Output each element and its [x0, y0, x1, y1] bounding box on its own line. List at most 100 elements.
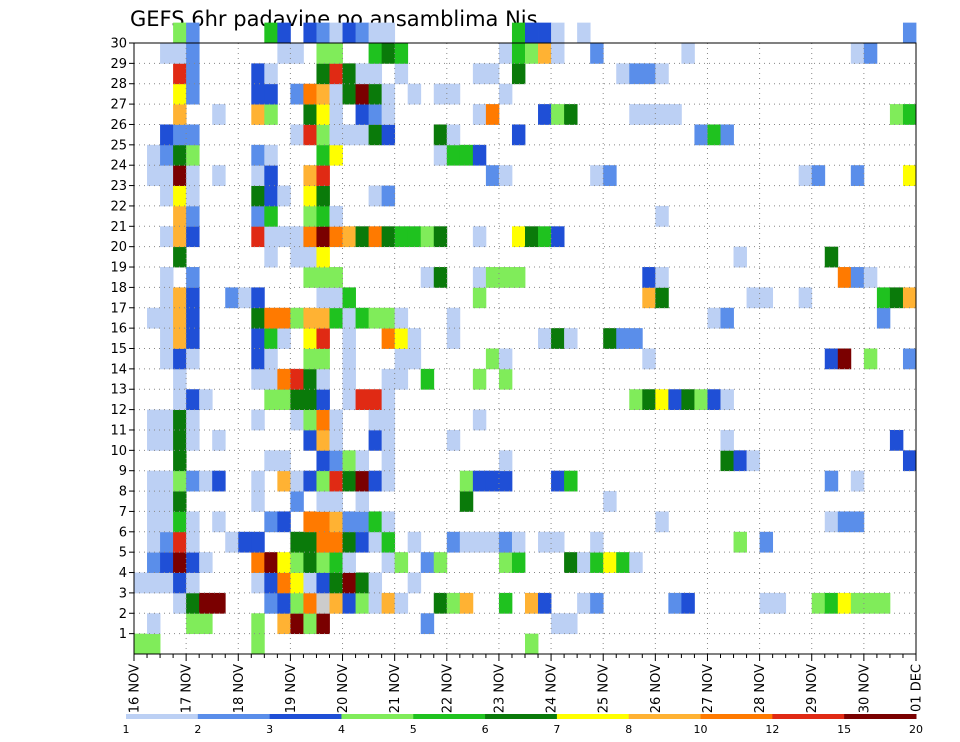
- y-tick-label: 9: [119, 464, 127, 479]
- heatmap-cell: [511, 226, 526, 248]
- heatmap-cell: [316, 613, 330, 635]
- heatmap-cell: [212, 429, 226, 451]
- heatmap-cell: [420, 226, 435, 248]
- heatmap-cell: [394, 348, 409, 370]
- heatmap-cell: [342, 511, 356, 533]
- heatmap-cell: [381, 43, 396, 64]
- heatmap-cell: [394, 552, 409, 573]
- heatmap-cell: [329, 511, 343, 533]
- heatmap-cell: [290, 389, 304, 410]
- heatmap-cell: [329, 63, 343, 85]
- heatmap-cell: [316, 267, 330, 288]
- heatmap-cell: [173, 185, 187, 207]
- heatmap-cell: [303, 409, 317, 431]
- heatmap-cell: [525, 226, 539, 248]
- heatmap-cell: [290, 572, 304, 594]
- gridlines: [134, 42, 916, 654]
- heatmap-cell: [160, 348, 174, 370]
- heatmap-cell: [381, 368, 396, 390]
- heatmap-cell: [342, 592, 356, 614]
- heatmap-cell: [485, 63, 500, 85]
- heatmap-cell: [251, 531, 265, 553]
- heatmap-cell: [616, 63, 630, 85]
- colorbar-swatch: [628, 714, 702, 719]
- heatmap-cell: [485, 470, 500, 492]
- heatmap-cell: [147, 165, 161, 186]
- heatmap-cell: [850, 43, 865, 64]
- heatmap-cell: [147, 613, 161, 635]
- heatmap-cell: [329, 491, 343, 512]
- heatmap-cell: [251, 185, 265, 207]
- heatmap-cell: [355, 83, 369, 105]
- heatmap-cell: [251, 165, 265, 186]
- heatmap-cell: [681, 389, 695, 410]
- heatmap-cell: [329, 450, 343, 472]
- heatmap-cell: [303, 531, 317, 553]
- heatmap-cell: [381, 470, 396, 492]
- colorbar-swatch: [700, 714, 773, 719]
- heatmap-cell: [355, 592, 369, 614]
- heatmap-cell: [472, 531, 487, 553]
- heatmap-cell: [837, 511, 852, 533]
- heatmap-cell: [251, 328, 265, 349]
- heatmap-cell: [212, 165, 226, 186]
- heatmap-cell: [538, 328, 552, 349]
- heatmap-cell: [342, 22, 356, 44]
- heatmap-cell: [329, 83, 343, 105]
- heatmap-cell: [498, 592, 513, 614]
- heatmap-cells: [134, 22, 917, 655]
- y-tick-label: 5: [119, 546, 127, 561]
- heatmap-cell: [329, 226, 343, 248]
- heatmap-cell: [811, 592, 826, 614]
- heatmap-cell: [277, 511, 291, 533]
- heatmap-cell: [147, 491, 161, 512]
- heatmap-cell: [368, 185, 383, 207]
- heatmap-cell: [381, 226, 396, 248]
- heatmap-cell: [511, 124, 526, 146]
- y-tick-label: 10: [110, 444, 127, 459]
- heatmap-cell: [186, 205, 200, 227]
- heatmap-cell: [551, 328, 565, 349]
- heatmap-cell: [277, 470, 291, 492]
- heatmap-cell: [277, 368, 291, 390]
- heatmap-cell: [577, 22, 591, 44]
- heatmap-cell: [303, 328, 317, 349]
- heatmap-cell: [590, 43, 604, 64]
- heatmap-cell: [147, 429, 161, 451]
- heatmap-cell: [472, 470, 487, 492]
- heatmap-cell: [225, 287, 239, 309]
- heatmap-cell: [850, 267, 865, 288]
- heatmap-cell: [472, 287, 487, 309]
- heatmap-cell: [863, 348, 878, 370]
- heatmap-cell: [277, 226, 291, 248]
- y-tick-label: 26: [110, 118, 127, 133]
- heatmap-cell: [264, 368, 278, 390]
- heatmap-cell: [368, 124, 383, 146]
- heatmap-cell: [251, 470, 265, 492]
- heatmap-cell: [629, 63, 643, 85]
- heatmap-cell: [394, 43, 409, 64]
- heatmap-cell: [342, 328, 356, 349]
- heatmap-cell: [173, 552, 187, 573]
- heatmap-cell: [459, 592, 474, 614]
- heatmap-cell: [824, 470, 839, 492]
- heatmap-cell: [433, 124, 448, 146]
- heatmap-cell: [551, 470, 565, 492]
- y-tick-label: 14: [110, 362, 127, 377]
- heatmap-cell: [186, 531, 200, 553]
- heatmap-cell: [199, 613, 213, 635]
- heatmap-cell: [642, 63, 656, 85]
- heatmap-cell: [420, 552, 435, 573]
- y-tick-label: 13: [110, 383, 127, 398]
- heatmap-cell: [368, 511, 383, 533]
- heatmap-cell: [368, 104, 383, 125]
- heatmap-cell: [355, 450, 369, 472]
- heatmap-cell: [381, 389, 396, 410]
- heatmap-cell: [720, 307, 734, 329]
- heatmap-cell: [837, 267, 852, 288]
- heatmap-cell: [850, 511, 865, 533]
- heatmap-cell: [564, 104, 578, 125]
- heatmap-cell: [498, 368, 513, 390]
- heatmap-cell: [459, 531, 474, 553]
